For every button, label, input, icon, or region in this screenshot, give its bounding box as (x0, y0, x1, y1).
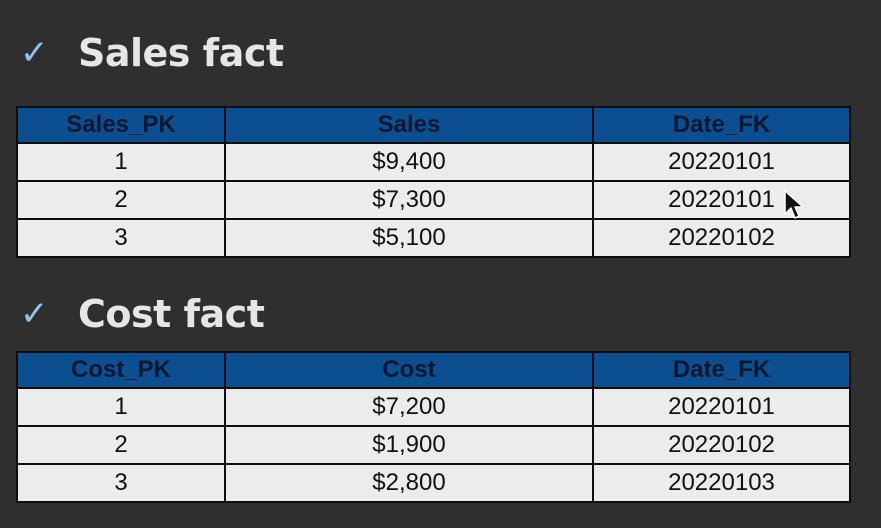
table-cell: 20220101 (592, 180, 851, 220)
table-row: 3 $2,800 20220103 (16, 463, 851, 503)
table-cell: 20220102 (592, 218, 851, 258)
table-row: 1 $9,400 20220101 (16, 142, 851, 182)
cost-fact-table: Cost_PK Cost Date_FK 1 $7,200 20220101 2… (16, 351, 851, 503)
table-cell: 1 (16, 142, 226, 182)
table-cell: $9,400 (224, 142, 594, 182)
table-cell: 20220101 (592, 387, 851, 427)
table-cell: 20220101 (592, 142, 851, 182)
table-cell: $1,900 (224, 425, 594, 465)
checkmark-icon: ✓ (20, 294, 49, 334)
checkmark-icon: ✓ (20, 33, 49, 73)
column-header-cost-pk: Cost_PK (16, 351, 226, 389)
mouse-cursor-icon (784, 190, 804, 219)
column-header-date-fk: Date_FK (592, 106, 851, 144)
table-cell: 20220102 (592, 425, 851, 465)
table-cell: 2 (16, 180, 226, 220)
sales-fact-table: Sales_PK Sales Date_FK 1 $9,400 20220101… (16, 106, 851, 258)
table-cell: 20220103 (592, 463, 851, 503)
table-cell: 2 (16, 425, 226, 465)
table-cell: $7,200 (224, 387, 594, 427)
cost-fact-heading: ✓ Cost fact (20, 289, 265, 339)
table-cell: $2,800 (224, 463, 594, 503)
column-header-sales: Sales (224, 106, 594, 144)
table-row: 1 $7,200 20220101 (16, 387, 851, 427)
table-header-row: Sales_PK Sales Date_FK (16, 106, 851, 144)
table-cell: 3 (16, 463, 226, 503)
table-cell: $7,300 (224, 180, 594, 220)
column-header-cost: Cost (224, 351, 594, 389)
table-row: 3 $5,100 20220102 (16, 218, 851, 258)
sales-fact-title: Sales fact (78, 31, 284, 75)
table-row: 2 $1,900 20220102 (16, 425, 851, 465)
table-row: 2 $7,300 20220101 (16, 180, 851, 220)
table-cell: 1 (16, 387, 226, 427)
table-header-row: Cost_PK Cost Date_FK (16, 351, 851, 389)
table-cell: 3 (16, 218, 226, 258)
sales-fact-heading: ✓ Sales fact (20, 28, 284, 78)
cost-fact-title: Cost fact (78, 292, 265, 336)
column-header-sales-pk: Sales_PK (16, 106, 226, 144)
table-cell: $5,100 (224, 218, 594, 258)
column-header-date-fk: Date_FK (592, 351, 851, 389)
